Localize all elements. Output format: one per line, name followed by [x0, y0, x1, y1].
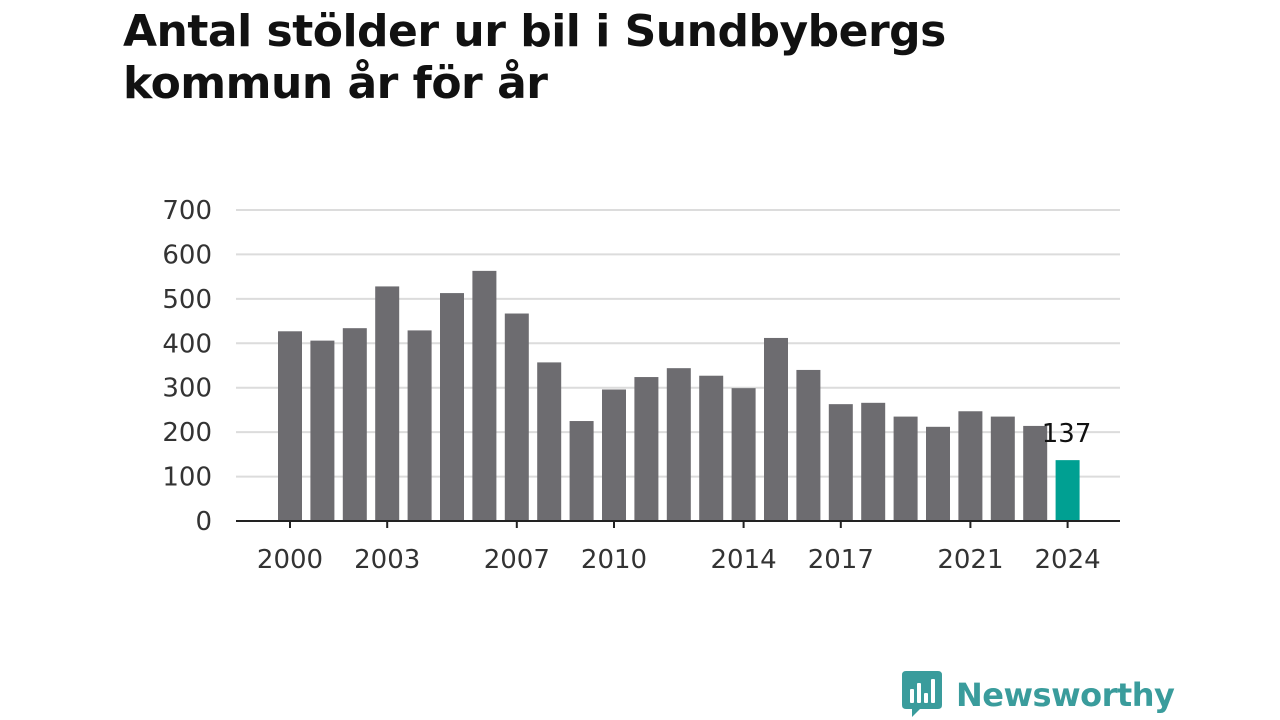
- bar: [537, 362, 562, 521]
- x-tick-label: 2014: [711, 545, 777, 575]
- bar: [764, 337, 788, 521]
- bar: [990, 416, 1015, 521]
- bar: [699, 375, 724, 521]
- bar: [440, 293, 464, 521]
- y-tick-label: 200: [162, 418, 212, 448]
- y-tick-label: 700: [162, 196, 212, 226]
- y-tick-label: 500: [162, 285, 212, 315]
- bar-chart: 0 100 200 300 400 500 600 700 2000 2003 2007 2010 20…: [162, 196, 1120, 575]
- y-tick-label: 300: [162, 374, 212, 404]
- bar: [958, 411, 983, 521]
- bar: [1055, 460, 1080, 521]
- bar: [1023, 425, 1048, 521]
- brand-logo-block: Newsworthy: [902, 670, 1175, 720]
- brand-name: Newsworthy: [956, 676, 1175, 714]
- bar: [407, 330, 432, 521]
- bar: [602, 389, 626, 521]
- bar: [634, 377, 659, 521]
- bar: [569, 421, 594, 521]
- bar: [310, 340, 335, 521]
- bar: [504, 313, 529, 521]
- newsworthy-logo-icon: [902, 671, 942, 717]
- x-tick-label: 2017: [808, 545, 874, 575]
- bar: [828, 404, 853, 521]
- axes: [236, 520, 1120, 528]
- chart-title: Antal stölder ur bil i Sundbybergs kommu…: [123, 6, 946, 109]
- y-tick-label: 400: [162, 329, 212, 359]
- bar: [375, 286, 400, 521]
- x-tick-label: 2021: [937, 545, 1003, 575]
- bar: [472, 270, 497, 521]
- x-tick-label: 2003: [354, 545, 420, 575]
- bar: [926, 426, 950, 521]
- bar: [342, 328, 367, 521]
- labels: 0 100 200 300 400 500 600 700 2000 2003 2007 2010 20…: [162, 196, 1100, 575]
- bar: [861, 402, 886, 521]
- bar: [731, 388, 756, 521]
- bar: [666, 368, 691, 521]
- y-tick-label: 100: [162, 463, 212, 493]
- bar: [893, 416, 918, 521]
- bars: [278, 270, 1080, 521]
- bar: [278, 331, 302, 521]
- x-tick-label: 2024: [1035, 545, 1101, 575]
- y-tick-label: 600: [162, 240, 212, 270]
- bar: [796, 369, 821, 521]
- y-tick-label: 0: [195, 507, 212, 537]
- x-tick-label: 2007: [484, 545, 550, 575]
- data-label-highlight: 137: [1042, 419, 1092, 449]
- x-tick-label: 2010: [581, 545, 647, 575]
- x-tick-label: 2000: [257, 545, 323, 575]
